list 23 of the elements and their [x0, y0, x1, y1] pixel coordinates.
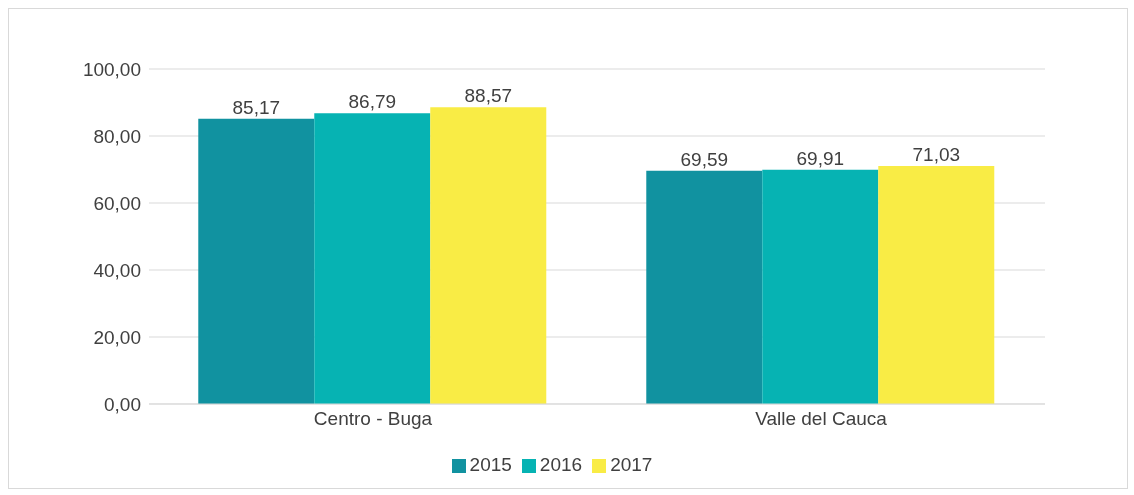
bar [762, 169, 879, 404]
x-tick-label: Valle del Cauca [755, 408, 888, 430]
data-label: 71,03 [912, 144, 961, 166]
y-tick-label: 40,00 [93, 259, 141, 281]
y-tick-label: 100,00 [82, 58, 141, 80]
bar [430, 107, 547, 404]
legend-label: 2017 [610, 454, 653, 475]
y-tick-label: 20,00 [93, 326, 141, 348]
bar [314, 113, 431, 404]
y-tick-label: 60,00 [93, 192, 141, 214]
data-label: 88,57 [464, 85, 513, 107]
legend-label: 2015 [469, 454, 512, 475]
legend-label: 2016 [539, 454, 583, 475]
y-tick-label: 0,00 [104, 393, 141, 415]
bar [646, 170, 763, 404]
data-label: 69,91 [796, 147, 845, 169]
bar [878, 166, 995, 404]
data-label: 85,17 [232, 96, 281, 118]
bar [198, 118, 315, 404]
x-tick-label: Centro - Buga [313, 408, 433, 430]
data-label: 86,79 [348, 91, 397, 113]
y-tick-label: 80,00 [93, 125, 141, 147]
data-label: 69,59 [680, 148, 729, 170]
